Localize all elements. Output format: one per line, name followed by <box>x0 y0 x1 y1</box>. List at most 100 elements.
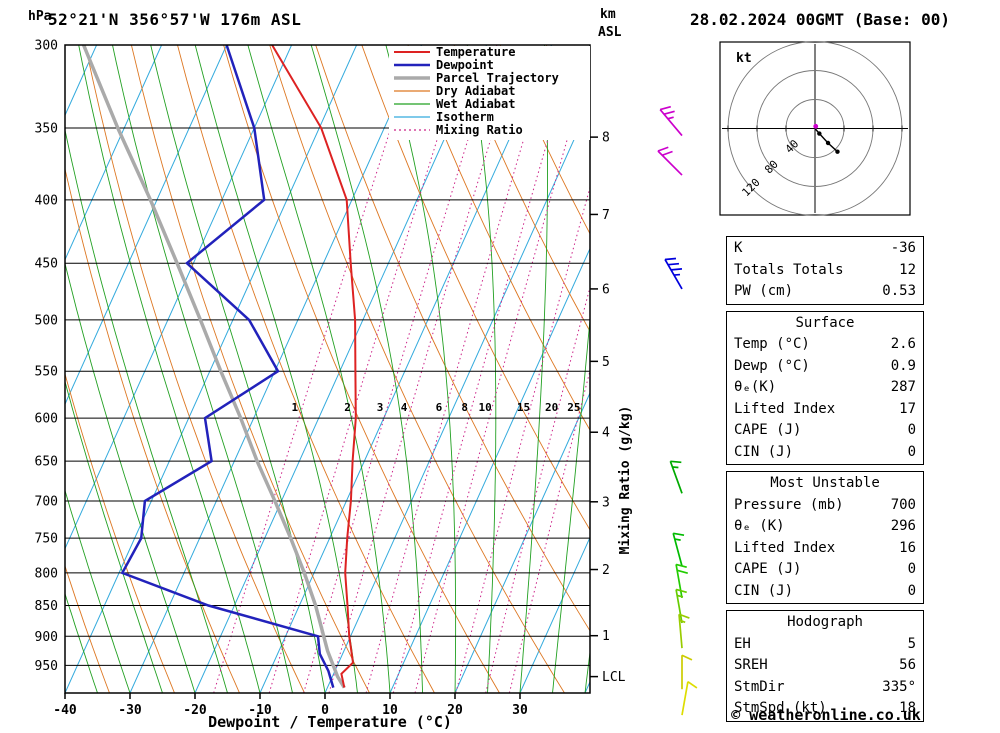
svg-text:4: 4 <box>401 401 408 414</box>
svg-text:-20: -20 <box>183 703 207 718</box>
wind-barb <box>664 257 683 290</box>
svg-text:800: 800 <box>35 566 58 581</box>
hodograph-unit-label: kt <box>736 51 752 66</box>
svg-text:1: 1 <box>292 401 299 414</box>
stats-value: 0 <box>907 561 916 577</box>
stats-row: Lifted Index 16 <box>734 538 916 560</box>
run-title: 28.02.2024 00GMT (Base: 00) <box>689 10 951 29</box>
plot-frame <box>64 44 591 694</box>
wind-barb <box>669 460 683 494</box>
stats-box: K -36 Totals Totals 12 PW (cm) 0.53 <box>726 236 924 305</box>
stats-row: StmSpd (kt) 18 <box>734 698 916 720</box>
svg-text:2: 2 <box>602 563 610 578</box>
svg-text:4: 4 <box>602 426 610 441</box>
svg-text:350: 350 <box>35 121 58 136</box>
parcel-trajectory-curve <box>81 45 346 689</box>
svg-text:500: 500 <box>35 313 58 328</box>
svg-text:550: 550 <box>35 365 58 380</box>
stats-value: 56 <box>899 657 916 673</box>
stats-label: K <box>734 240 743 256</box>
altitude-axis-unit-km: km <box>600 7 616 22</box>
stats-label: Totals Totals <box>734 261 844 278</box>
stats-row: EH 5 <box>734 634 916 656</box>
altitude-axis-unit-asl: ASL <box>598 25 622 40</box>
stats-row: Lifted Index 17 <box>734 399 916 421</box>
hodograph-trace <box>814 128 838 153</box>
stats-value: 700 <box>890 496 916 513</box>
wind-barb <box>678 613 690 649</box>
svg-text:2: 2 <box>344 401 351 414</box>
svg-text:650: 650 <box>35 455 58 470</box>
stats-row: CIN (J) 0 <box>734 442 916 464</box>
stats-label: θₑ (K) <box>734 518 785 534</box>
wind-barb <box>675 588 687 624</box>
svg-text:7: 7 <box>602 208 610 223</box>
pressure-axis-unit-label: hPa <box>28 9 52 24</box>
stats-box: Most Unstable Pressure (mb) 700 θₑ (K) 296 Li… <box>726 471 924 604</box>
stats-label: Temp (°C) <box>734 336 810 352</box>
legend-label: Temperature <box>436 45 515 59</box>
svg-text:-10: -10 <box>248 703 272 718</box>
wind-barb <box>681 654 693 690</box>
stats-row: Pressure (mb) 700 <box>734 495 916 517</box>
stats-label: Dewp (°C) <box>734 357 810 374</box>
stats-label: StmSpd (kt) <box>734 700 827 716</box>
legend-label: Dewpoint <box>436 58 494 72</box>
stats-value: 2.6 <box>890 336 916 352</box>
mixing-ratio-axis-title: Mixing Ratio (g/kg) <box>618 406 633 555</box>
stats-value: 0 <box>907 422 916 438</box>
svg-text:750: 750 <box>35 532 58 547</box>
stats-row: CAPE (J) 0 <box>734 420 916 442</box>
svg-text:20: 20 <box>545 401 558 414</box>
stats-label: CIN (J) <box>734 582 794 599</box>
stats-label: Lifted Index <box>734 539 836 556</box>
stats-value: -36 <box>890 240 916 256</box>
stats-label: CAPE (J) <box>734 561 802 577</box>
wind-barb <box>675 563 688 599</box>
svg-text:10: 10 <box>479 401 492 414</box>
pressure-gridlines <box>65 44 590 666</box>
stats-box-header: Hodograph <box>787 614 863 630</box>
svg-text:3: 3 <box>377 401 384 414</box>
svg-text:25: 25 <box>567 401 580 414</box>
x-axis-title: Dewpoint / Temperature (°C) <box>208 713 452 731</box>
svg-text:3: 3 <box>602 495 610 510</box>
svg-text:30: 30 <box>512 703 528 718</box>
stats-box-header: Surface <box>795 314 855 331</box>
svg-text:5: 5 <box>602 355 610 370</box>
legend-label: Isotherm <box>436 110 494 124</box>
isotherm-lines <box>65 45 590 693</box>
stats-value: 0.53 <box>882 283 916 299</box>
stats-row: CIN (J) 0 <box>734 581 916 603</box>
wind-barb <box>681 680 698 716</box>
stats-value: 16 <box>899 539 916 556</box>
stats-row: StmDir 335° <box>734 677 916 699</box>
stats-row: Dewp (°C) 0.9 <box>734 356 916 378</box>
stats-label: CIN (J) <box>734 443 794 460</box>
svg-text:10: 10 <box>382 703 398 718</box>
stats-value: 0.9 <box>890 357 916 374</box>
stats-row: Totals Totals 12 <box>734 260 916 282</box>
mixing-ratio-labels: 1 2 3 4 6 8 10 15 20 25 <box>292 401 581 414</box>
storm-motion-marker <box>813 123 819 129</box>
stats-row: Temp (°C) 2.6 <box>734 334 916 356</box>
wind-barb <box>672 532 685 567</box>
legend-label: Wet Adiabat <box>436 97 515 111</box>
stats-value: 287 <box>890 379 916 395</box>
legend-label: Mixing Ratio <box>436 123 523 137</box>
stats-row: θₑ(K) 287 <box>734 377 916 399</box>
stats-value: 5 <box>907 635 916 652</box>
svg-text:300: 300 <box>35 39 58 54</box>
stats-value: 296 <box>890 518 916 534</box>
svg-text:LCL: LCL <box>602 670 626 685</box>
station-title: 52°21'N 356°57'W 176m ASL <box>48 10 302 29</box>
copyright: © weatheronline.co.uk <box>731 706 921 724</box>
dewpoint-curve <box>120 45 335 688</box>
wind-barb <box>657 146 683 176</box>
legend-label: Dry Adiabat <box>436 84 515 98</box>
svg-text:950: 950 <box>35 659 58 674</box>
stats-label: θₑ(K) <box>734 379 777 395</box>
